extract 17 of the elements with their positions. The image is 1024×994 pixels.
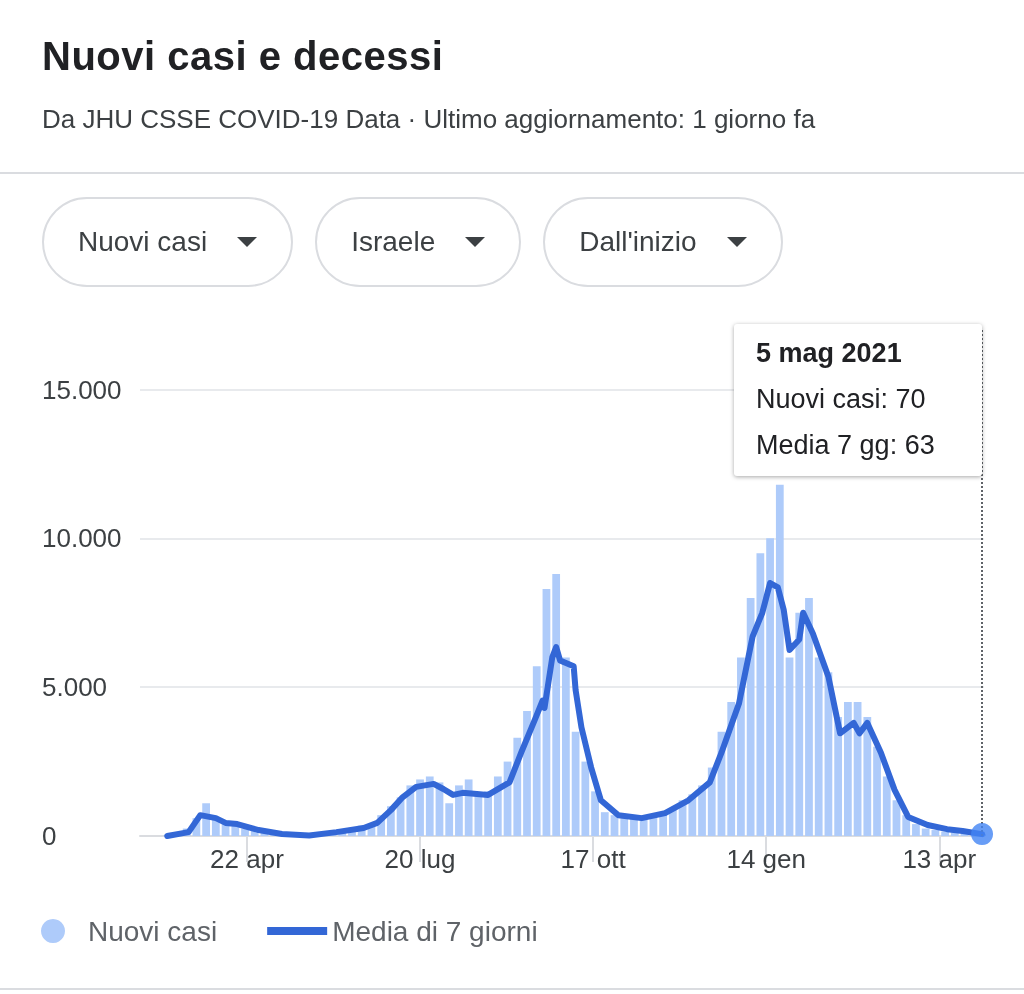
x-tick-label: 13 apr	[902, 844, 977, 874]
legend-label: Nuovi casi	[88, 915, 218, 947]
legend-label: Media di 7 giorni	[332, 915, 538, 947]
chart-title: Nuovi casi e decessi	[42, 34, 444, 79]
text: Nuovi casi	[78, 226, 208, 258]
x-tick-label: 14 gen	[726, 844, 806, 874]
chart-subtitle: Da JHU CSSE COVID-19 Data · Ultimo aggiornamento: 1 giorno fa	[42, 104, 816, 135]
text: Dall'inizio	[579, 226, 697, 258]
y-tick-label: 5.000	[42, 672, 108, 703]
y-tick-label: 10.000	[42, 523, 122, 554]
y-tick-label: 0	[42, 821, 57, 851]
x-tick-label: 22 apr	[210, 844, 285, 874]
x-tick-label: 17 ott	[560, 844, 627, 874]
y-tick-label: 15.000	[42, 374, 122, 405]
text: Israele	[351, 226, 436, 258]
ref-line-label: 5 mag 2021 Nuovi casi: 70 Media 7 gg: 63	[756, 337, 936, 462]
x-tick-label: 20 lug	[384, 844, 456, 874]
